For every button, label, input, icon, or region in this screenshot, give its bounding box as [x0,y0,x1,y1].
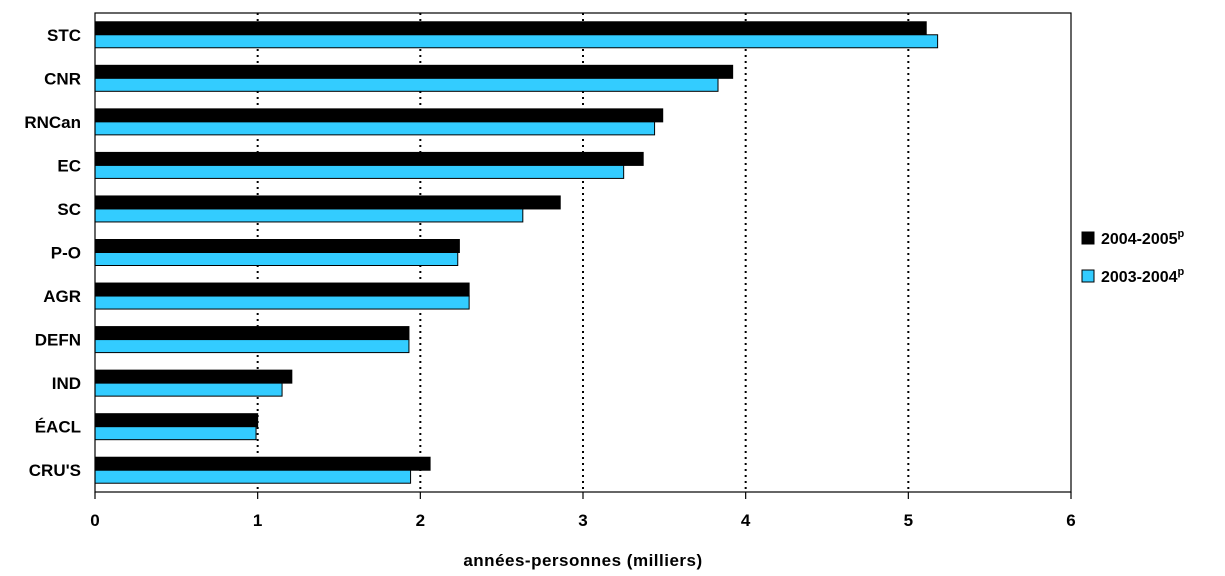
bar-series-2 [94,34,939,49]
legend-label: 2004-2005p [1101,228,1185,248]
bar-series-1 [94,326,410,341]
x-axis: 0 1 2 3 4 5 6 [90,492,1076,530]
category-label: CNR [44,69,81,88]
bar-series-1 [94,64,734,79]
x-tick-label: 1 [253,511,262,530]
bars [94,21,939,484]
category-label: ÉACL [35,418,81,437]
category-label: SC [57,200,81,219]
category-label: DEFN [35,331,81,350]
x-tick-label: 4 [741,511,751,530]
bar-series-2 [94,469,412,484]
x-tick-label: 2 [416,511,425,530]
gridlines [256,13,910,492]
bar-series-2 [94,208,524,223]
category-label: STC [47,26,81,45]
legend-superscript: p [1178,266,1185,278]
bar-series-2 [94,426,257,441]
bar-series-1 [94,108,664,123]
legend: 2004-2005p 2003-2004p [1081,228,1185,286]
bar-series-1 [94,456,431,471]
bar-series-1 [94,369,293,384]
bar-series-1 [94,151,644,166]
category-labels: STC CNR RNCan EC SC P-O AGR DEFN IND ÉACL CRU'S [24,26,81,480]
x-tick-label: 0 [90,511,99,530]
legend-superscript: p [1178,228,1185,240]
category-label: IND [52,374,81,393]
category-label: P-O [51,244,81,263]
bar-series-1 [94,413,259,428]
category-label: CRU'S [29,461,81,480]
bar-series-2 [94,77,719,92]
category-label: EC [57,156,81,175]
legend-label: 2003-2004p [1101,266,1185,286]
bar-series-2 [94,252,459,266]
bar-series-1 [94,195,561,210]
legend-swatch [1081,231,1095,245]
legend-swatch [1081,269,1095,283]
bar-series-2 [94,382,283,397]
x-tick-label: 5 [904,511,913,530]
bar-series-2 [94,121,656,136]
bar-series-1 [94,282,470,297]
bar-series-1 [94,239,460,253]
bar-series-2 [94,339,410,354]
category-label: RNCan [24,113,81,132]
bar-series-2 [94,164,625,179]
x-tick-label: 6 [1066,511,1075,530]
x-axis-title: années-personnes (milliers) [463,551,702,570]
x-tick-label: 3 [578,511,587,530]
bar-series-1 [94,21,927,36]
category-label: AGR [43,287,81,306]
bar-series-2 [94,295,470,310]
